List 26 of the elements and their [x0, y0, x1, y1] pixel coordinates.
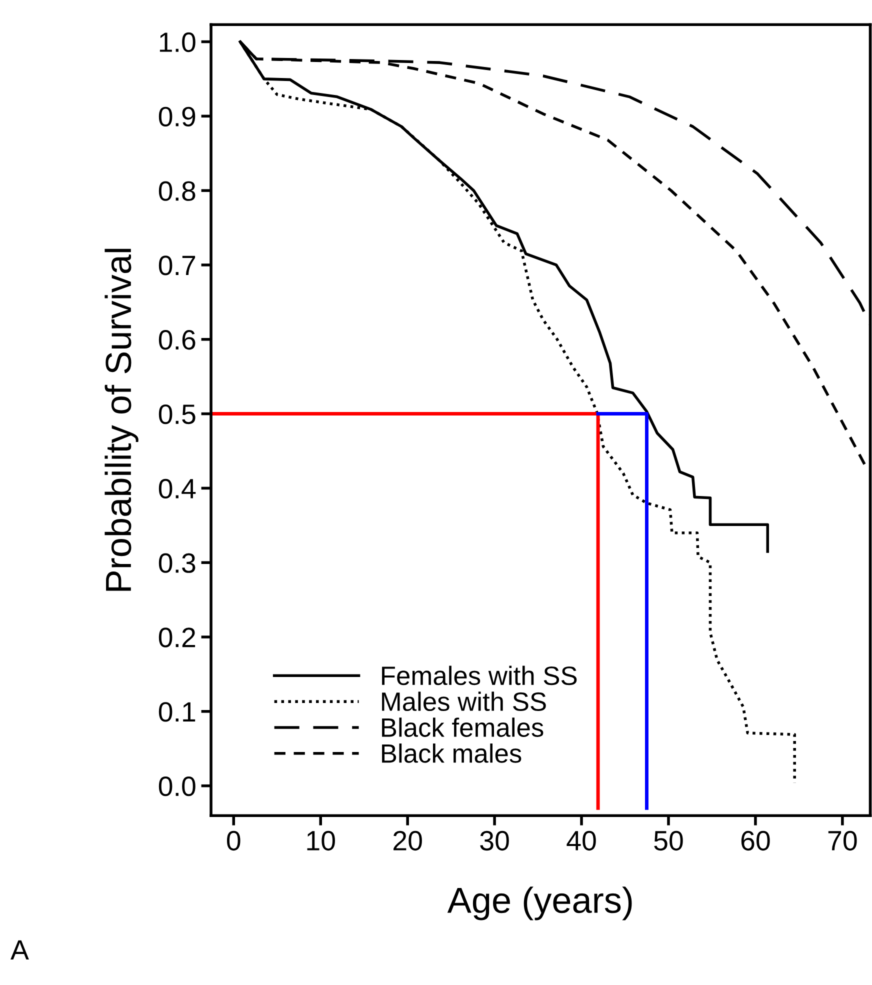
x-tick-label: 10	[307, 830, 335, 851]
y-axis-title: Probability of Survival	[104, 248, 138, 591]
y-tick-label: 0.5	[158, 404, 196, 424]
x-tick-label: 70	[828, 830, 857, 851]
y-tick-label: 0.9	[158, 106, 196, 126]
legend-label: Black females	[382, 718, 544, 737]
x-tick-label: 40	[566, 830, 596, 851]
y-tick-label: 0.7	[158, 256, 196, 276]
y-tick-label: 0.2	[158, 628, 196, 648]
legend-label: Males with SS	[382, 692, 546, 712]
legend-label: Black males	[382, 744, 522, 763]
y-tick-label: 1.0	[160, 32, 196, 52]
legend-label: Females with SS	[382, 666, 577, 686]
y-tick-label: 0.4	[158, 478, 196, 499]
x-tick-label: 60	[741, 830, 770, 851]
text: A	[10, 940, 29, 960]
x-tick-label: 50	[654, 830, 683, 851]
y-tick-label: 0.6	[158, 330, 196, 350]
y-tick-label: 0.3	[158, 553, 196, 573]
x-tick-label: 0	[227, 830, 240, 851]
x-axis-title: Age (years)	[447, 886, 632, 920]
x-tick-label: 20	[394, 830, 422, 851]
x-tick-label: 30	[480, 830, 509, 851]
y-tick-label: 0.0	[158, 776, 196, 796]
y-tick-label: 0.8	[158, 181, 196, 201]
y-tick-label: 0.1	[158, 702, 196, 722]
